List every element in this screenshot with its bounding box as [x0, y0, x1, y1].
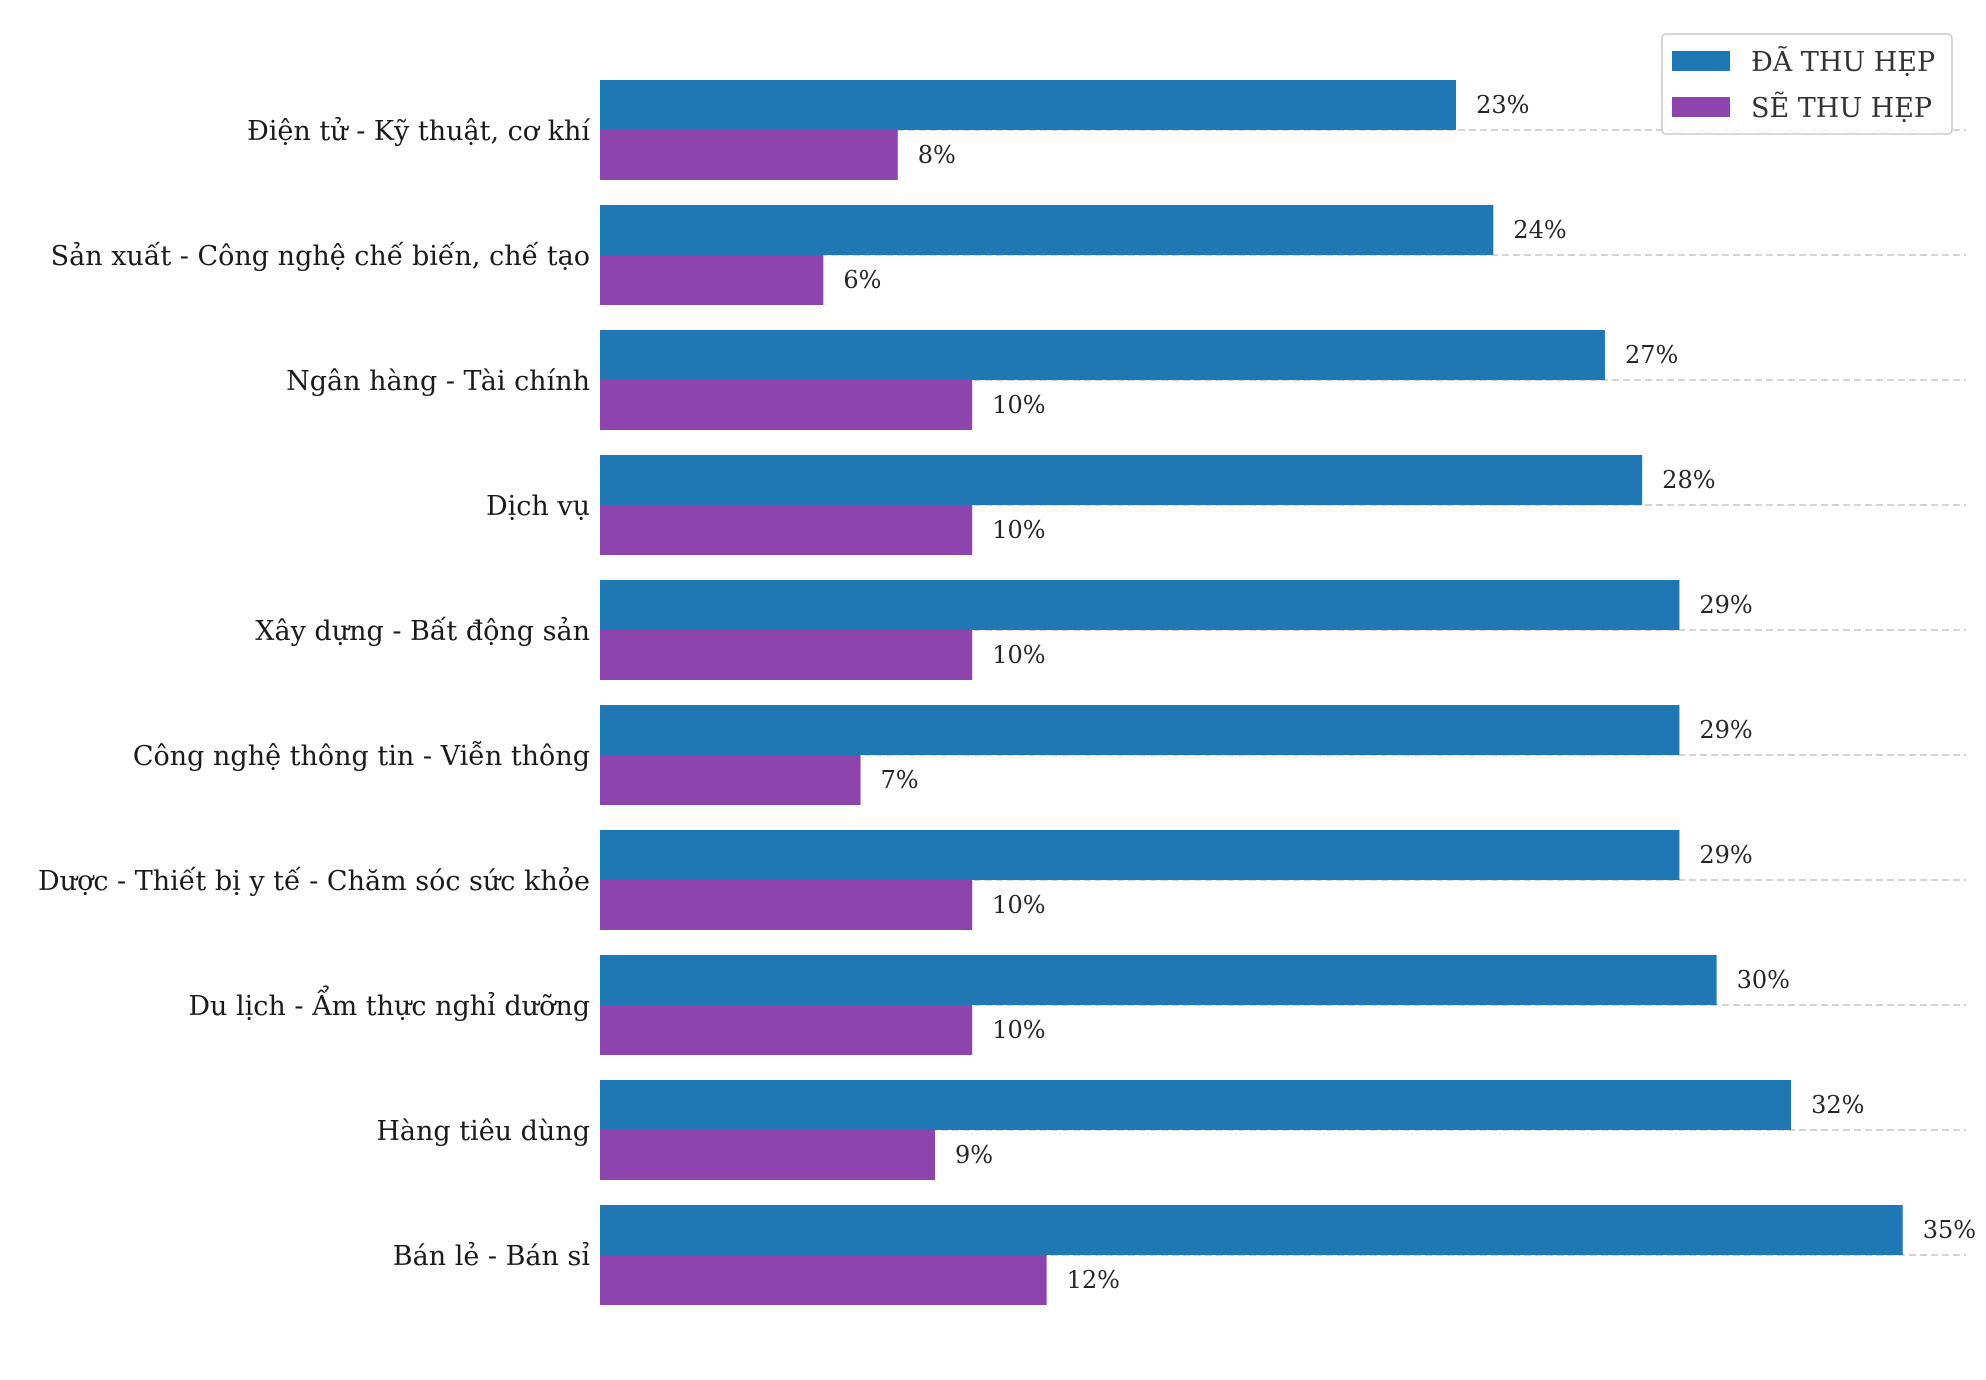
legend-box — [1661, 33, 1953, 135]
category-label: Điện tử - Kỹ thuật, cơ khí — [247, 115, 590, 147]
bar-da-thu-hep — [600, 705, 1680, 755]
bar-da-thu-hep — [600, 205, 1494, 255]
value-label-se-thu-hep: 8% — [918, 141, 956, 169]
value-label-se-thu-hep: 10% — [992, 891, 1045, 919]
category-label: Dịch vụ — [486, 491, 590, 522]
bar-da-thu-hep — [600, 1205, 1903, 1255]
bar-da-thu-hep — [600, 80, 1457, 130]
value-label-da-thu-hep: 29% — [1699, 591, 1752, 619]
bar-se-thu-hep — [600, 1005, 973, 1055]
legend-swatch-da-thu-hep — [1672, 51, 1730, 71]
bar-se-thu-hep — [600, 380, 973, 430]
legend-label-da-thu-hep: ĐÃ THU HẸP — [1751, 45, 1935, 78]
category-label: Dược - Thiết bị y tế - Chăm sóc sức khỏe — [38, 865, 590, 897]
value-label-da-thu-hep: 23% — [1476, 91, 1529, 119]
value-label-se-thu-hep: 10% — [992, 516, 1045, 544]
bar-se-thu-hep — [600, 130, 898, 180]
value-label-da-thu-hep: 27% — [1625, 341, 1678, 369]
value-label-se-thu-hep: 12% — [1067, 1266, 1120, 1294]
category-label: Xây dựng - Bất động sản — [255, 615, 590, 647]
legend-swatch-se-thu-hep — [1672, 97, 1730, 117]
value-label-se-thu-hep: 6% — [843, 266, 881, 294]
bars — [600, 80, 1903, 1305]
value-label-da-thu-hep: 29% — [1699, 841, 1752, 869]
value-label-da-thu-hep: 29% — [1699, 716, 1752, 744]
bar-da-thu-hep — [600, 1080, 1792, 1130]
bar-se-thu-hep — [600, 630, 973, 680]
value-label-se-thu-hep: 10% — [992, 391, 1045, 419]
bar-da-thu-hep — [600, 580, 1680, 630]
category-label: Bán lẻ - Bán sỉ — [393, 1240, 591, 1272]
legend: ĐÃ THU HẸP SẼ THU HẸP — [1661, 33, 1953, 135]
bar-se-thu-hep — [600, 880, 973, 930]
category-labels: Điện tử - Kỹ thuật, cơ khí Sản xuất - Côn… — [38, 115, 590, 1272]
value-label-da-thu-hep: 35% — [1923, 1216, 1976, 1244]
value-label-se-thu-hep: 7% — [881, 766, 919, 794]
category-label: Ngân hàng - Tài chính — [286, 366, 590, 397]
value-label-se-thu-hep: 10% — [992, 1016, 1045, 1044]
value-label-da-thu-hep: 28% — [1662, 466, 1715, 494]
bar-se-thu-hep — [600, 1255, 1047, 1305]
bar-se-thu-hep — [600, 255, 824, 305]
value-label-se-thu-hep: 10% — [992, 641, 1045, 669]
category-label: Du lịch - Ẩm thực nghỉ dưỡng — [188, 984, 590, 1022]
bar-da-thu-hep — [600, 455, 1643, 505]
legend-label-se-thu-hep: SẼ THU HẸP — [1751, 91, 1932, 124]
bar-da-thu-hep — [600, 830, 1680, 880]
value-label-da-thu-hep: 32% — [1811, 1091, 1864, 1119]
bar-se-thu-hep — [600, 1130, 935, 1180]
value-labels: 23% 8% 24% 6% 27% 10% 28% 10% 29% 10% 29% 7% 29% 10% 3… — [843, 91, 1976, 1294]
bar-se-thu-hep — [600, 505, 973, 555]
value-label-se-thu-hep: 9% — [955, 1141, 993, 1169]
category-label: Sản xuất - Công nghệ chế biến, chế tạo — [51, 240, 590, 272]
value-label-da-thu-hep: 30% — [1737, 966, 1790, 994]
bar-da-thu-hep — [600, 330, 1605, 380]
bar-se-thu-hep — [600, 755, 861, 805]
category-label: Công nghệ thông tin - Viễn thông — [133, 740, 590, 772]
category-label: Hàng tiêu dùng — [376, 1116, 590, 1147]
bar-da-thu-hep — [600, 955, 1717, 1005]
value-label-da-thu-hep: 24% — [1513, 216, 1566, 244]
